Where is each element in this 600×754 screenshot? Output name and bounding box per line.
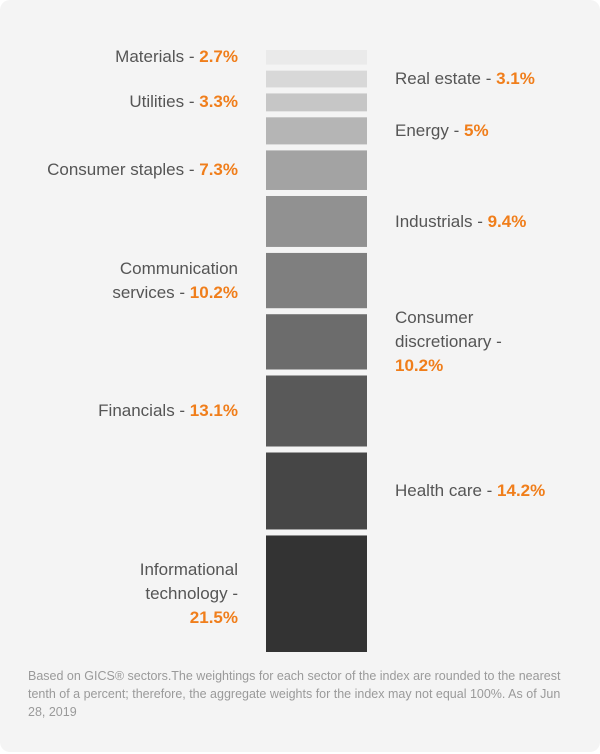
- stacked-bar-chart: [266, 50, 367, 652]
- label-line: Informational: [140, 558, 238, 582]
- bar-informational-technology: [266, 535, 367, 652]
- label-materials: Materials - 2.7%: [115, 45, 238, 69]
- label-line: Real estate - 3.1%: [395, 67, 535, 91]
- label-text: Health care -: [395, 481, 498, 500]
- label-line: discretionary -: [395, 330, 502, 354]
- label-real-estate: Real estate - 3.1%: [395, 67, 535, 91]
- label-informational-technology: Informational technology - 21.5%: [140, 558, 238, 630]
- label-text: services -: [112, 282, 190, 302]
- label-line: Health care - 14.2%: [395, 479, 545, 503]
- label-text: Utilities -: [129, 92, 200, 112]
- value-label: 3.3%: [199, 92, 238, 112]
- label-health-care: Health care - 14.2%: [395, 479, 545, 503]
- value-label: 21.5%: [189, 607, 238, 627]
- bar-energy: [266, 117, 367, 145]
- label-line: Energy - 5%: [395, 119, 489, 143]
- label-text: Energy -: [395, 120, 464, 140]
- bar-consumer-discretionary: [266, 314, 367, 370]
- label-text: technology -: [145, 583, 238, 603]
- value-label: 13.1%: [189, 401, 238, 420]
- label-line: Consumer: [395, 306, 502, 330]
- value-label: 10.2%: [395, 355, 444, 375]
- label-line: services - 10.2%: [112, 281, 238, 305]
- label-consumer-staples: Consumer staples - 7.3%: [47, 158, 238, 182]
- label-text: Industrials -: [395, 211, 488, 231]
- value-label: 14.2%: [497, 481, 546, 500]
- label-line: technology -: [140, 582, 238, 606]
- label-energy: Energy - 5%: [395, 119, 489, 143]
- label-text: Financials -: [98, 401, 190, 420]
- label-text: Real estate -: [395, 69, 497, 88]
- bar-materials: [266, 50, 367, 65]
- bar-financials: [266, 375, 367, 447]
- label-line: Materials - 2.7%: [115, 45, 238, 69]
- footnote: Based on GICS® sectors.The weightings fo…: [28, 669, 561, 719]
- bar-communication-services: [266, 252, 367, 309]
- label-utilities: Utilities - 3.3%: [129, 90, 238, 114]
- label-text: Communication: [119, 258, 238, 278]
- value-label: 7.3%: [199, 160, 238, 180]
- bar-industrials: [266, 195, 367, 247]
- value-label: 10.2%: [189, 282, 238, 302]
- label-text: Informational: [139, 559, 238, 579]
- label-industrials: Industrials - 9.4%: [395, 210, 526, 234]
- label-line: Utilities - 3.3%: [129, 90, 238, 114]
- value-label: 3.1%: [496, 69, 535, 88]
- value-label: 5%: [463, 120, 489, 140]
- bar-health-care: [266, 452, 367, 530]
- bar-real-estate: [266, 70, 367, 88]
- label-line: 10.2%: [395, 354, 502, 378]
- label-text: Consumer: [395, 307, 474, 327]
- label-consumer-discretionary: Consumer discretionary - 10.2%: [395, 306, 502, 378]
- label-text: discretionary -: [395, 331, 502, 351]
- value-label: 2.7%: [199, 47, 238, 67]
- value-label: 9.4%: [487, 211, 527, 231]
- label-text: Consumer staples -: [47, 160, 200, 180]
- bar-consumer-staples: [266, 150, 367, 190]
- bar-utilities: [266, 93, 367, 112]
- label-line: 21.5%: [140, 606, 238, 630]
- label-line: Communication: [112, 257, 238, 281]
- label-communication-services: Communication services - 10.2%: [112, 257, 238, 305]
- label-financials: Financials - 13.1%: [98, 399, 238, 423]
- label-text: Materials -: [115, 47, 200, 67]
- label-line: Industrials - 9.4%: [395, 210, 526, 234]
- label-line: Financials - 13.1%: [98, 399, 238, 423]
- label-line: Consumer staples - 7.3%: [47, 158, 238, 182]
